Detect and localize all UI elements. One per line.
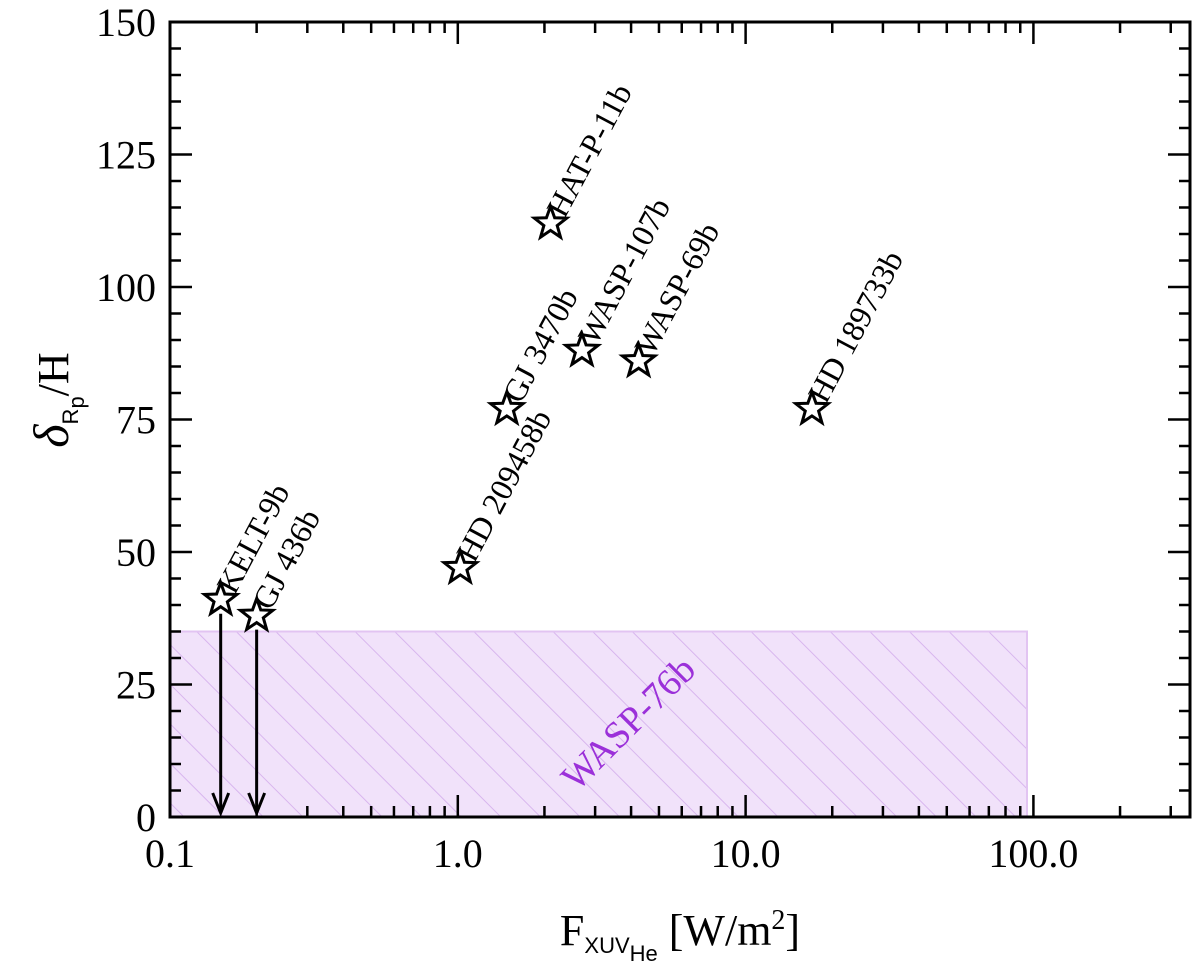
y-tick-label: 25 bbox=[116, 663, 156, 708]
star-marker bbox=[561, 329, 603, 368]
x-axis-label-main: F bbox=[560, 906, 584, 955]
point-label: HD 189733b bbox=[800, 245, 910, 409]
x-axis-label-unit-left: [W/m bbox=[658, 906, 772, 955]
point-label: HD 209458b bbox=[449, 404, 559, 568]
x-tick-label: 100.0 bbox=[988, 831, 1078, 876]
y-axis-label: δRp/H bbox=[23, 352, 89, 447]
upper-limit-arrowhead bbox=[211, 792, 231, 818]
star-marker bbox=[486, 387, 528, 427]
region-wasp-76b bbox=[169, 630, 1029, 818]
star-marker bbox=[530, 202, 571, 241]
x-axis-label-subsub: He bbox=[630, 941, 658, 961]
x-tick-label: 10.0 bbox=[711, 831, 781, 876]
ticks-layer bbox=[168, 20, 1190, 819]
y-axis-label-rest: /H bbox=[29, 352, 78, 396]
plot-frame bbox=[168, 20, 1192, 819]
upper-limit-arrowhead bbox=[247, 792, 267, 818]
point-label: HAT-P-11b bbox=[539, 78, 639, 223]
star-marker bbox=[236, 594, 277, 633]
star-marker bbox=[439, 546, 481, 586]
y-tick-label: 50 bbox=[116, 530, 156, 575]
y-tick-label: 0 bbox=[136, 795, 156, 840]
x-axis-label-unit-right: ] bbox=[785, 906, 800, 955]
star-marker bbox=[200, 578, 242, 618]
y-tick-label: 75 bbox=[116, 398, 156, 443]
x-axis-label-unit-sup: 2 bbox=[771, 905, 785, 936]
arrows-layer bbox=[211, 613, 267, 818]
x-tick-label: 1.0 bbox=[433, 831, 483, 876]
region-layer: WASP-76b bbox=[169, 630, 1029, 818]
star-marker bbox=[618, 339, 660, 379]
y-axis-label-main: δ bbox=[23, 424, 79, 448]
star-marker bbox=[791, 387, 833, 427]
y-tick-label: 100 bbox=[96, 265, 156, 310]
x-axis-label: FXUVHe [W/m2] bbox=[560, 905, 800, 961]
x-axis-label-sub: XUV bbox=[584, 933, 630, 958]
y-tick-label: 150 bbox=[96, 0, 156, 45]
tick-labels-layer: 0 25 50 75 100 125 150 0.1 1.0 10.0 100.0 bbox=[96, 0, 1078, 876]
y-axis-label-subsub: p bbox=[64, 396, 89, 408]
x-tick-label: 0.1 bbox=[145, 831, 195, 876]
y-axis-label-sub: R bbox=[58, 409, 83, 425]
y-tick-label: 125 bbox=[96, 133, 156, 178]
